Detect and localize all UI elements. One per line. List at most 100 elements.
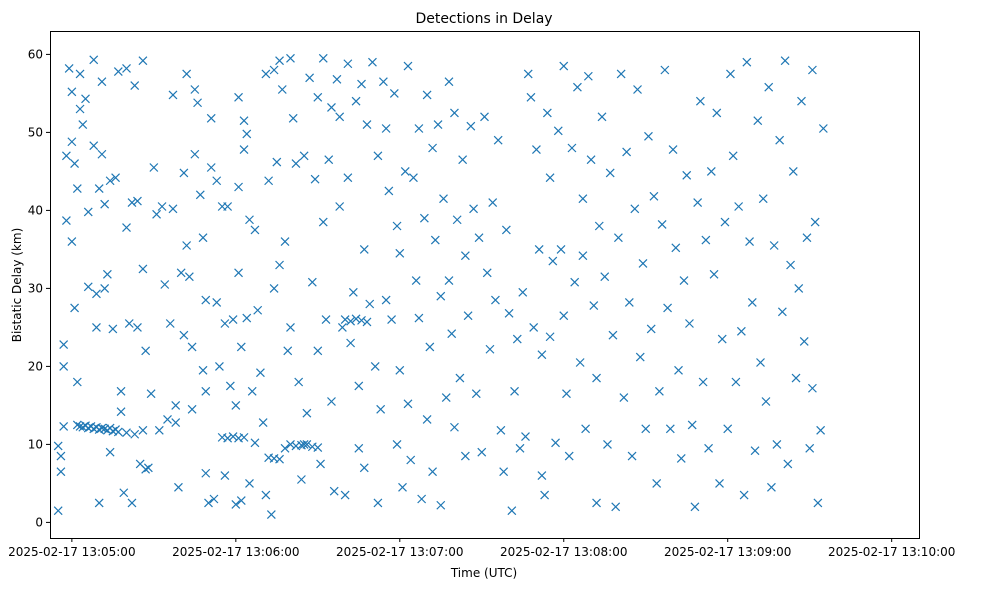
data-point — [234, 268, 243, 278]
data-point — [359, 244, 369, 254]
data-point — [674, 365, 683, 375]
data-point — [392, 221, 402, 231]
data-point — [687, 420, 697, 430]
data-point — [236, 342, 246, 352]
data-point — [586, 155, 596, 165]
data-point — [630, 204, 640, 214]
data-point — [422, 90, 432, 100]
data-point — [608, 330, 618, 340]
data-point — [119, 488, 129, 498]
data-point — [436, 291, 446, 301]
data-point — [294, 377, 304, 387]
data-point — [313, 346, 323, 356]
data-point — [168, 90, 178, 100]
data-point — [359, 463, 369, 473]
data-point — [187, 404, 197, 414]
data-point — [531, 145, 541, 154]
data-point — [138, 56, 148, 66]
data-point — [788, 166, 798, 176]
data-point — [163, 415, 172, 424]
data-point — [97, 149, 107, 159]
data-point — [277, 85, 287, 94]
data-point — [419, 213, 429, 223]
data-point — [242, 313, 252, 323]
data-point — [668, 145, 678, 154]
data-point — [310, 174, 320, 184]
data-point — [174, 482, 183, 492]
y-tick-label: 40 — [28, 203, 43, 217]
data-point — [138, 425, 148, 435]
y-axis-label: Bistatic Delay (km) — [10, 228, 24, 343]
data-point — [452, 215, 462, 225]
data-point — [264, 176, 274, 186]
data-point — [622, 147, 632, 157]
data-point — [592, 373, 601, 383]
data-point — [179, 330, 189, 340]
data-point — [234, 182, 243, 192]
data-point — [291, 159, 301, 169]
data-point — [72, 184, 82, 193]
data-point — [799, 337, 809, 346]
data-point — [562, 389, 571, 399]
data-point — [223, 202, 233, 211]
data-point — [450, 108, 459, 118]
data-point — [403, 399, 413, 409]
data-point — [346, 316, 356, 326]
data-point — [94, 184, 104, 193]
data-point — [652, 478, 662, 488]
data-point — [316, 459, 325, 469]
data-point — [280, 237, 290, 247]
data-point — [261, 69, 271, 79]
data-point — [542, 108, 552, 118]
data-point — [201, 386, 211, 396]
data-point — [127, 198, 137, 208]
data-point — [463, 311, 473, 321]
data-point — [504, 308, 514, 318]
data-point — [384, 186, 394, 196]
data-point — [250, 438, 260, 448]
x-tick-label: 2025-02-17 13:07:00 — [336, 545, 463, 559]
y-tick-label: 50 — [28, 125, 43, 139]
data-point — [67, 237, 77, 247]
data-point — [466, 121, 476, 131]
data-point — [89, 141, 99, 151]
data-point — [701, 235, 711, 245]
data-point — [717, 334, 727, 344]
data-point — [193, 98, 202, 108]
data-point — [373, 498, 383, 508]
x-axis-label: Time (UTC) — [450, 566, 517, 580]
data-point — [378, 77, 388, 87]
data-point — [556, 244, 566, 254]
data-point — [545, 332, 555, 342]
data-point — [92, 289, 101, 299]
data-point — [67, 137, 77, 147]
data-point — [769, 241, 779, 250]
data-point — [398, 482, 407, 492]
data-point — [146, 389, 156, 399]
data-point — [802, 233, 812, 243]
data-point — [124, 319, 134, 328]
data-point — [611, 502, 621, 512]
data-point — [553, 126, 563, 136]
data-point — [482, 268, 492, 278]
data-point — [805, 443, 815, 453]
data-point — [627, 451, 637, 461]
data-point — [171, 418, 181, 427]
data-point — [245, 215, 254, 225]
data-point — [810, 217, 820, 227]
data-point — [758, 194, 768, 204]
data-point — [663, 303, 673, 313]
data-point — [567, 143, 577, 153]
data-point — [182, 241, 192, 250]
data-point — [324, 155, 334, 165]
data-point — [61, 216, 71, 225]
data-point — [635, 352, 645, 362]
data-point — [302, 408, 312, 418]
data-point — [154, 425, 164, 435]
data-point — [458, 155, 468, 165]
data-point — [255, 368, 265, 378]
data-point — [133, 196, 142, 206]
data-point — [313, 443, 323, 452]
data-point — [141, 464, 151, 474]
data-point — [723, 424, 733, 434]
